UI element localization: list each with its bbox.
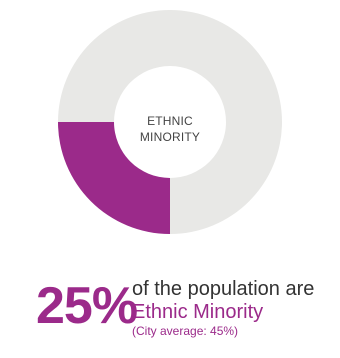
stat-description-line-1: of the population are <box>132 278 315 300</box>
stat-description-line-2: Ethnic Minority <box>132 301 264 323</box>
donut-chart: ETHNIC MINORITY <box>58 10 282 234</box>
donut-slice-ethnic-minority <box>58 122 170 234</box>
center-label-line-2: MINORITY <box>139 130 201 144</box>
stat-city-average-note: (City average: 45%) <box>132 324 239 338</box>
center-label-line-1: ETHNIC <box>147 114 193 128</box>
stat-percentage: 25% <box>36 277 138 335</box>
donut-slice-remainder <box>58 10 282 234</box>
donut-chart-svg <box>58 10 282 234</box>
